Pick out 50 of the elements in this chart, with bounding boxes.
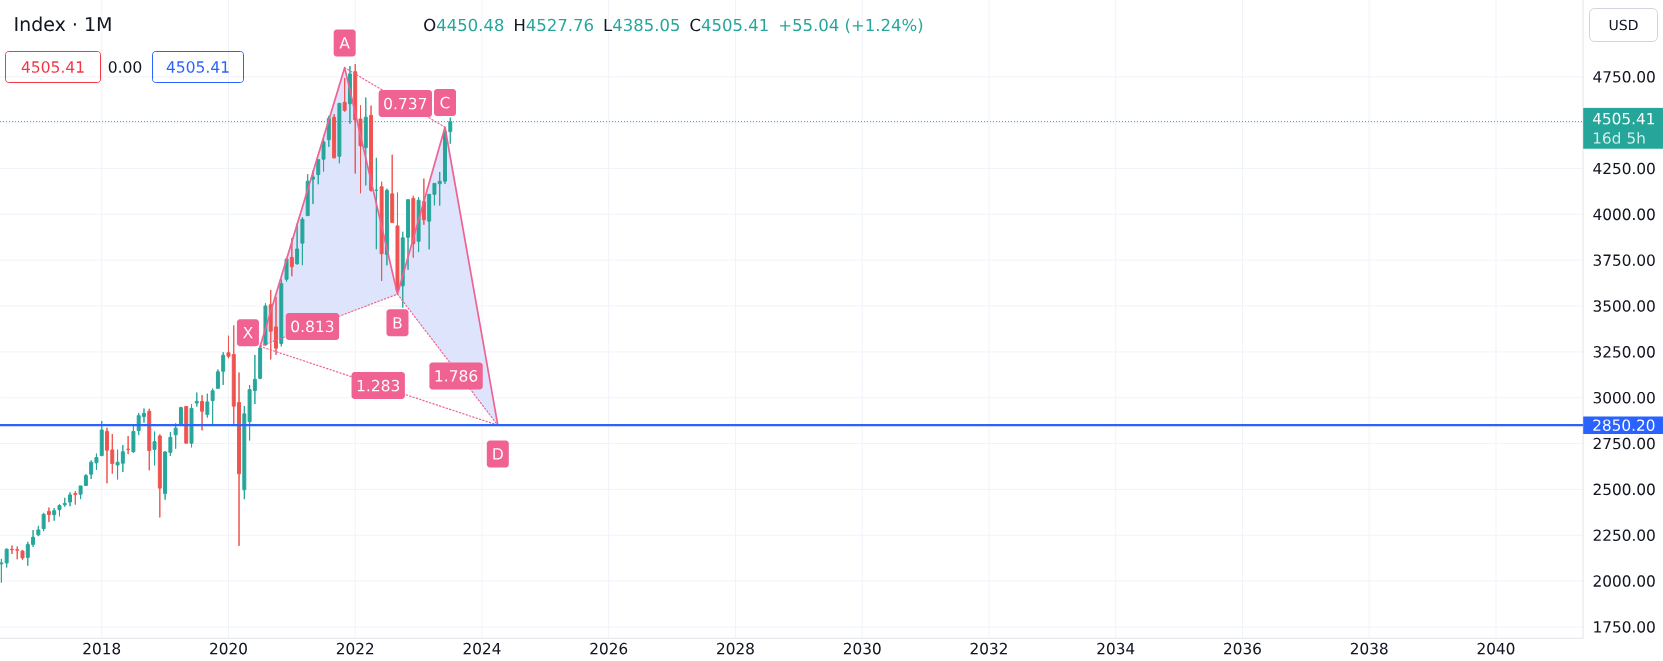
y-tick-label: 2000.00 <box>1593 575 1655 587</box>
annotation: X <box>243 327 253 339</box>
x-tick-label: 2018 <box>83 642 121 655</box>
annotation: C <box>440 96 450 109</box>
y-tick-label: 4000.00 <box>1593 208 1655 221</box>
text: 16d 5h <box>1593 131 1645 144</box>
y-tick-label: 2500.00 <box>1593 483 1655 496</box>
annotation: 4450.48 <box>437 18 504 32</box>
annotation: 4505.41 <box>166 61 229 73</box>
y-tick-label: 1750.00 <box>1594 621 1655 633</box>
y-tick-label: 3250.00 <box>1593 346 1655 358</box>
x-tick-label: 2024 <box>463 642 501 655</box>
annotation: 1.283 <box>357 379 400 392</box>
y-tick-label: 3000.00 <box>1593 391 1655 404</box>
x-tick-label: 2028 <box>717 642 754 655</box>
text: USD <box>1609 19 1638 31</box>
y-tick-label: 3500.00 <box>1593 300 1655 312</box>
y-tick-label: 4250.00 <box>1593 162 1655 175</box>
x-tick-label: 2036 <box>1224 642 1261 655</box>
annotation: 4527.76 <box>526 18 594 32</box>
annotation: O <box>424 18 436 32</box>
annotation: 4385.05 <box>613 18 680 32</box>
annotation: 1.786 <box>435 370 478 382</box>
x-tick-label: 2032 <box>970 642 1007 655</box>
annotation: 4505.41 <box>701 18 768 32</box>
x-tick-label: 2040 <box>1477 642 1515 655</box>
annotation: 0.813 <box>291 320 334 333</box>
y-tick-label: 2750.00 <box>1593 437 1655 450</box>
annotation: 4505.41 <box>21 61 84 73</box>
annotation: A <box>339 37 350 49</box>
annotation: H <box>515 18 525 31</box>
y-tick-label: 3750.00 <box>1593 254 1655 266</box>
annotation: 0.737 <box>384 97 427 110</box>
ref-line-label: 2850.20 <box>1593 419 1655 431</box>
ref-line-label: 4505.41 <box>1592 112 1655 125</box>
annotation: D <box>493 448 503 460</box>
x-tick-label: 2020 <box>210 642 247 655</box>
y-tick-label: 2250.00 <box>1593 529 1655 542</box>
x-tick-label: 2034 <box>1097 642 1135 655</box>
annotation: +55.04 (+1.24%) <box>779 18 923 34</box>
annotation: 0.00 <box>108 61 142 73</box>
text: Index · 1M <box>15 16 111 32</box>
annotation: L <box>604 18 613 31</box>
x-tick-label: 2030 <box>843 642 881 655</box>
x-tick-label: 2026 <box>590 642 628 655</box>
annotation: C <box>690 18 701 32</box>
y-tick-label: 4750.00 <box>1593 71 1655 83</box>
x-tick-label: 2038 <box>1350 642 1388 655</box>
annotation: B <box>393 317 402 329</box>
x-tick-label: 2022 <box>336 642 374 655</box>
